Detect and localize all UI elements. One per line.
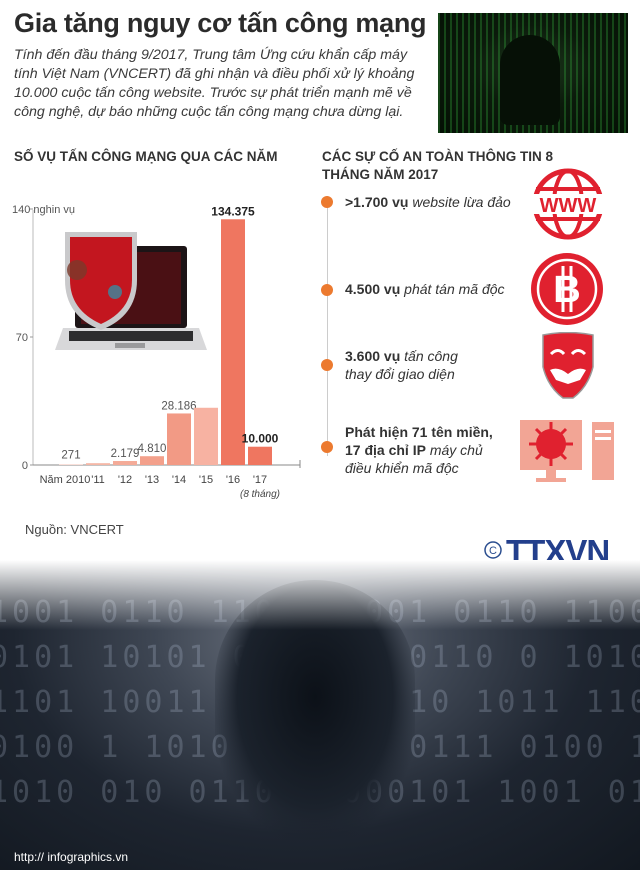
incidents-title: CÁC SỰ CỐ AN TOÀN THÔNG TIN 8 THÁNG NĂM … — [322, 149, 553, 182]
svg-text:C: C — [489, 545, 497, 557]
bar-chart: 0 70 140 nghin vụ 271 Năm 2010'11 2.179 '12 4.… — [12, 204, 301, 500]
chart-title: SỐ VỤ TẤN CÔNG MẠNG QUA CÁC NĂM — [14, 149, 278, 164]
bar — [113, 461, 137, 465]
x-tick-label: '16 — [226, 474, 240, 486]
timeline-dot — [321, 196, 333, 208]
laptop-shield-image — [55, 232, 207, 350]
x-tick-label: Năm 2010 — [40, 474, 91, 486]
x-tick-label: '11 — [91, 474, 105, 486]
bar-data-label: 28.186 — [161, 400, 196, 412]
bar — [221, 219, 245, 465]
bar — [194, 407, 218, 465]
incident-item: Phát hiện 71 tên miền, 17 địa chỉ IP máy… — [345, 424, 493, 476]
www-globe-icon: WWW — [530, 168, 606, 240]
svg-text:WWW: WWW — [540, 195, 597, 217]
y-tick-label: 140 nghin vụ — [12, 204, 75, 216]
timeline-dot — [321, 284, 333, 296]
x-tick-note: (8 tháng) — [240, 489, 280, 500]
bar-data-label: 2.179 — [111, 448, 140, 460]
incident-item: >1.700 vụ website lừa đảo — [345, 194, 511, 210]
source-note: Nguồn: VNCERT — [25, 522, 124, 537]
incident-item: 4.500 vụ phát tán mã độc — [345, 281, 505, 297]
website-url[interactable]: http:// infographics.vn — [14, 850, 129, 864]
x-tick-label: '14 — [172, 474, 186, 486]
x-tick-label: '15 — [199, 474, 213, 486]
bitcoin-icon: B — [531, 253, 603, 325]
bar-data-label: 134.375 — [211, 204, 255, 218]
page-title: Gia tăng nguy cơ tấn công mạng — [14, 8, 427, 38]
timeline-dot — [321, 359, 333, 371]
timeline-line — [321, 196, 333, 456]
bar-data-label: 271 — [61, 450, 80, 462]
bar — [86, 463, 110, 465]
hacker-matrix-image — [438, 13, 628, 133]
x-tick-label: '17 — [253, 474, 267, 486]
bar-data-label: 10.000 — [242, 432, 279, 446]
y-tick-label: 0 — [22, 460, 28, 472]
timeline-dot — [321, 441, 333, 453]
anonymous-mask-icon — [542, 332, 594, 399]
bar-data-label: 4.810 — [138, 443, 167, 455]
x-tick-label: '12 — [118, 474, 132, 486]
virus-computer-icon — [520, 420, 614, 482]
intro-text: Tính đến đầu tháng 9/2017, Trung tâm Ứng… — [14, 47, 415, 120]
bar — [140, 456, 164, 465]
bar — [248, 446, 272, 465]
svg-text:B: B — [553, 269, 580, 311]
y-tick-label: 70 — [16, 332, 28, 344]
x-tick-label: '13 — [145, 474, 159, 486]
incident-item: 3.600 vụ tấn công thay đổi giao diện — [345, 348, 458, 382]
bar — [167, 413, 191, 465]
